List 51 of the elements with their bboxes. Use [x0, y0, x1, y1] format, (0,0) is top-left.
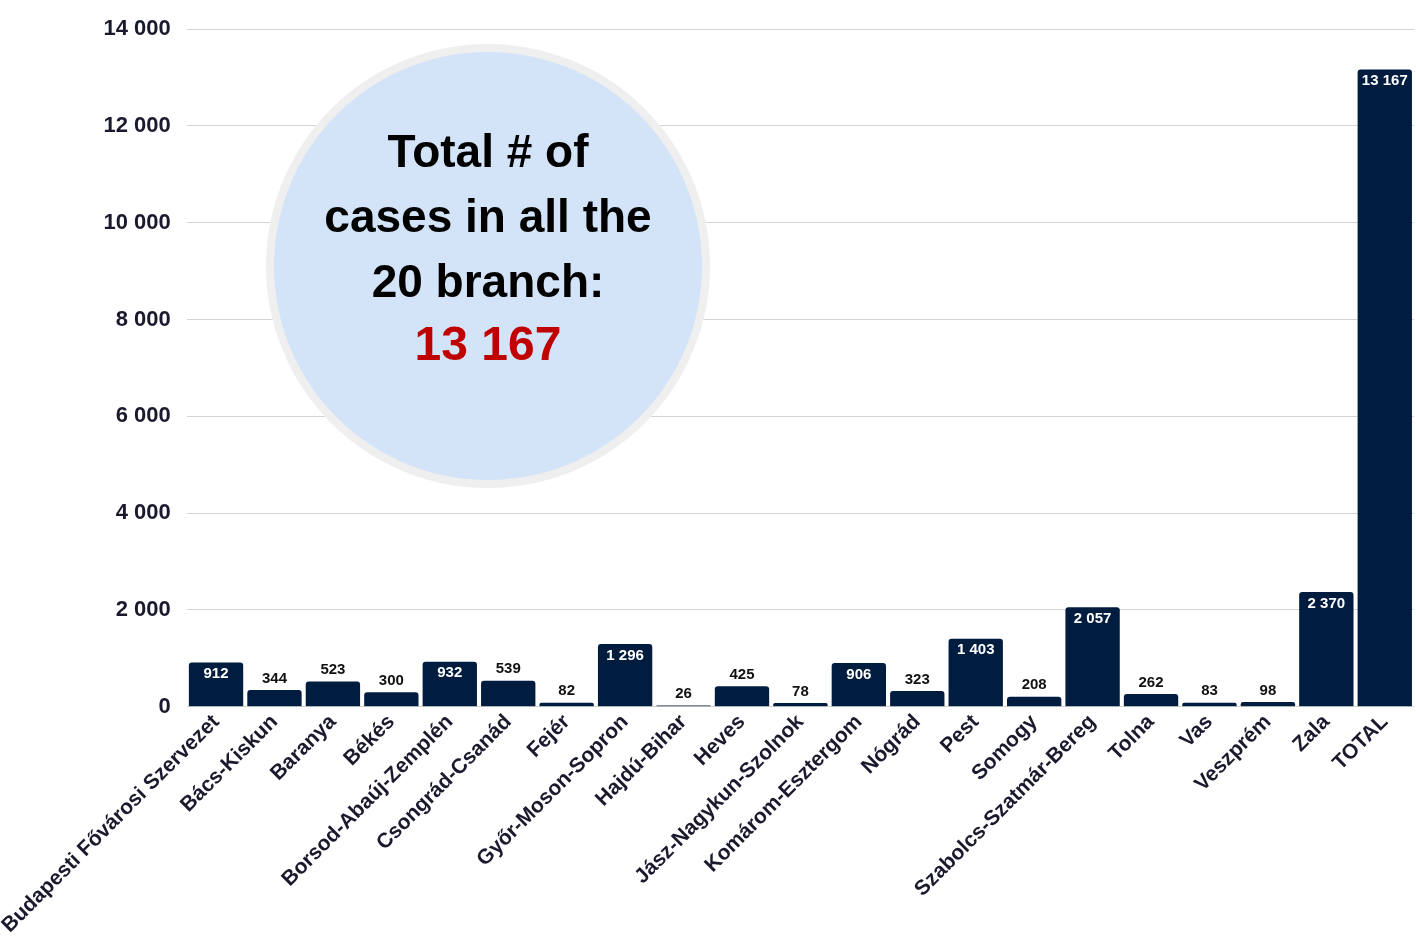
bar: [188, 662, 244, 707]
bar: [422, 661, 477, 707]
data-label: 82: [558, 681, 575, 699]
annotation: 13 167: [414, 315, 562, 372]
data-label: 78: [792, 681, 809, 699]
y-tick-label: 12 000: [103, 112, 171, 138]
data-label: 26: [675, 684, 692, 702]
y-tick-label: 6 000: [115, 402, 171, 428]
y-tick-label: 0: [158, 692, 171, 718]
bar: [305, 681, 361, 707]
bar: [948, 638, 1003, 707]
data-label: 13 167: [1361, 71, 1408, 89]
bar: [1357, 69, 1412, 707]
x-tick-label: Zala: [1287, 709, 1334, 756]
bar: [1065, 607, 1120, 707]
bar: [1299, 592, 1354, 707]
bar: [1240, 702, 1296, 707]
bar: [831, 662, 887, 707]
data-label: 98: [1259, 680, 1277, 698]
bar: [714, 686, 770, 707]
data-label: 323: [904, 669, 930, 687]
data-label: 344: [261, 668, 288, 686]
bar: [1123, 694, 1179, 707]
data-label: 906: [846, 664, 872, 682]
data-label: 2 370: [1307, 593, 1346, 611]
data-label: 425: [729, 664, 755, 682]
data-label: 83: [1201, 681, 1218, 699]
data-label: 262: [1138, 672, 1164, 690]
data-label: 300: [378, 670, 404, 688]
annotation: Total # of cases in all the 20 branch:: [323, 123, 653, 309]
data-label: 2 057: [1073, 608, 1112, 626]
circle-badge: Total # of cases in all the 20 branch: 13 167: [266, 44, 710, 488]
bar: [364, 692, 419, 707]
bar: [481, 680, 536, 707]
data-label: 912: [203, 664, 229, 682]
y-tick-label: 2 000: [115, 596, 171, 622]
bar: [890, 691, 945, 707]
y-tick-label: 4 000: [115, 499, 171, 525]
bar: [247, 690, 302, 707]
data-label: 1 403: [956, 640, 995, 658]
y-tick-label: 10 000: [103, 208, 171, 234]
data-label: 523: [320, 660, 346, 678]
bar: [597, 644, 653, 707]
data-label: 539: [495, 659, 521, 677]
y-tick-label: 14 000: [103, 15, 171, 41]
bar: [1006, 696, 1062, 707]
data-label: 932: [437, 663, 463, 681]
data-label: 208: [1021, 675, 1047, 693]
data-label: 1 296: [606, 645, 644, 663]
bar: [773, 702, 828, 707]
y-tick-label: 8 000: [115, 305, 171, 331]
